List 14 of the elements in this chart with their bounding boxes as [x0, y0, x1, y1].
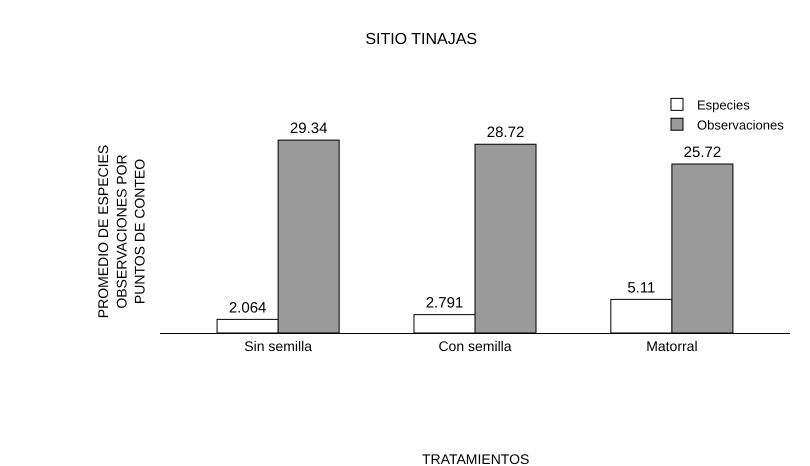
x-tick-label: Con semilla — [438, 338, 512, 354]
data-label: 2.791 — [426, 294, 464, 312]
data-label: 5.11 — [627, 279, 656, 296]
legend-label: Observaciones — [697, 117, 784, 132]
x-tick-label: Matorral — [646, 338, 698, 354]
legend-label: Especies — [697, 97, 750, 112]
data-label: 29.34 — [290, 120, 328, 138]
data-label: 28.72 — [486, 124, 524, 142]
y-axis-title: PROMEDIO DE ESPECIES OBSERVACIONES POR PUNTOS DE CONTEO — [95, 144, 148, 318]
x-tick-label: Sin semilla — [244, 338, 312, 354]
chart-title: SITIO TINAJAS — [365, 30, 478, 48]
data-label: 25.72 — [684, 144, 722, 161]
data-label: 2.064 — [228, 299, 266, 316]
text: TRATAMIENTOS — [422, 451, 530, 466]
